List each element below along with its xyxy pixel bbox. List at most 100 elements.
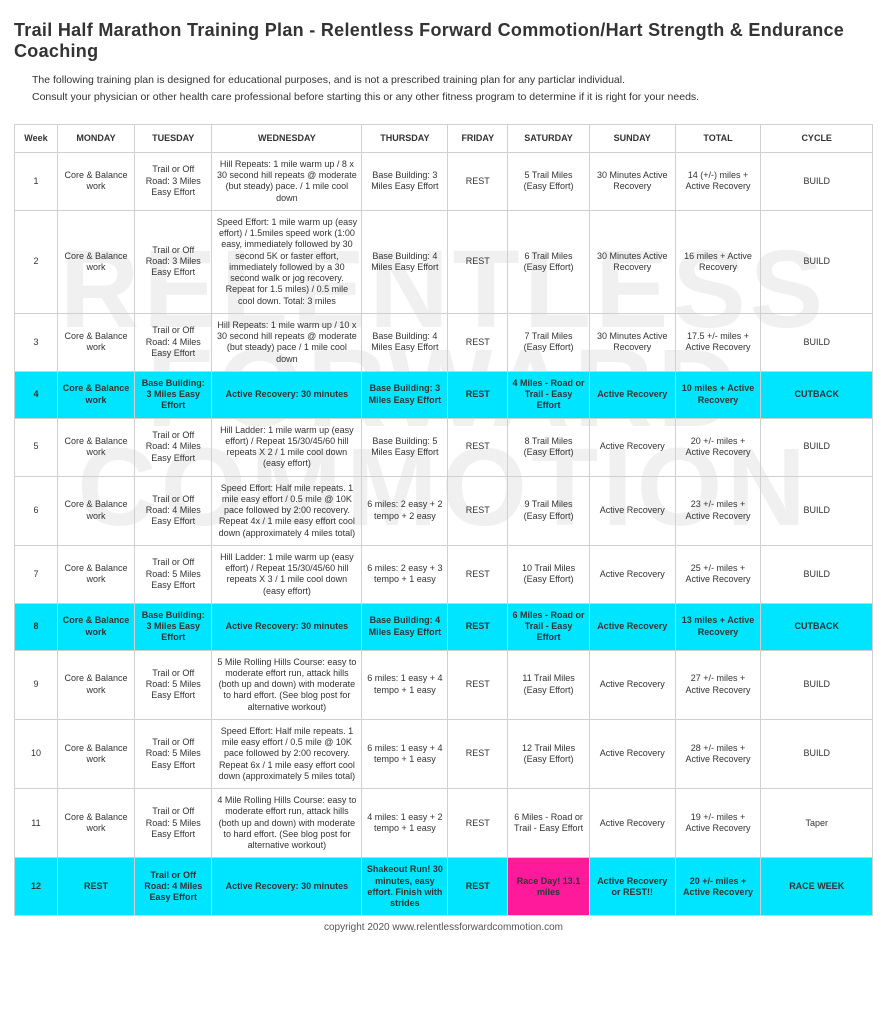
cell-thu: 6 miles: 1 easy + 4 tempo + 1 easy xyxy=(362,650,448,719)
cell-sun: Active Recovery xyxy=(589,371,675,418)
cell-sat: 7 Trail Miles (Easy Effort) xyxy=(508,313,590,371)
table-row: 8Core & Balance workBase Building: 3 Mil… xyxy=(15,603,873,650)
cell-mon: Core & Balance work xyxy=(57,418,134,476)
cell-sat: 12 Trail Miles (Easy Effort) xyxy=(508,719,590,788)
page-title: Trail Half Marathon Training Plan - Rele… xyxy=(14,20,873,62)
col-wed: WEDNESDAY xyxy=(212,124,362,152)
cell-week: 1 xyxy=(15,152,58,210)
cell-tot: 23 +/- miles + Active Recovery xyxy=(675,476,761,545)
cell-wed: Hill Repeats: 1 mile warm up / 10 x 30 s… xyxy=(212,313,362,371)
cell-sat: 6 Miles - Road or Trail - Easy Effort xyxy=(508,603,590,650)
cell-tot: 27 +/- miles + Active Recovery xyxy=(675,650,761,719)
cell-cyc: BUILD xyxy=(761,152,873,210)
cell-wed: Speed Effort: Half mile repeats. 1 mile … xyxy=(212,476,362,545)
cell-sun: Active Recovery xyxy=(589,603,675,650)
cell-wed: Active Recovery: 30 minutes xyxy=(212,371,362,418)
cell-mon: REST xyxy=(57,858,134,916)
cell-sat: 11 Trail Miles (Easy Effort) xyxy=(508,650,590,719)
cell-sun: 30 Minutes Active Recovery xyxy=(589,313,675,371)
cell-tue: Trail or Off Road: 5 Miles Easy Effort xyxy=(135,789,212,858)
table-row: 6Core & Balance workTrail or Off Road: 4… xyxy=(15,476,873,545)
cell-tue: Trail or Off Road: 4 Miles Easy Effort xyxy=(135,418,212,476)
cell-wed: Hill Ladder: 1 mile warm up (easy effort… xyxy=(212,418,362,476)
cell-week: 2 xyxy=(15,210,58,313)
cell-wed: Active Recovery: 30 minutes xyxy=(212,858,362,916)
cell-thu: Shakeout Run! 30 minutes, easy effort. F… xyxy=(362,858,448,916)
cell-mon: Core & Balance work xyxy=(57,371,134,418)
cell-thu: Base Building: 4 Miles Easy Effort xyxy=(362,210,448,313)
cell-tot: 10 miles + Active Recovery xyxy=(675,371,761,418)
cell-sun: 30 Minutes Active Recovery xyxy=(589,152,675,210)
cell-sat: 9 Trail Miles (Easy Effort) xyxy=(508,476,590,545)
cell-wed: Speed Effort: Half mile repeats. 1 mile … xyxy=(212,719,362,788)
col-mon: MONDAY xyxy=(57,124,134,152)
cell-week: 5 xyxy=(15,418,58,476)
cell-tue: Trail or Off Road: 4 Miles Easy Effort xyxy=(135,476,212,545)
cell-cyc: BUILD xyxy=(761,210,873,313)
cell-tue: Trail or Off Road: 5 Miles Easy Effort xyxy=(135,650,212,719)
cell-week: 11 xyxy=(15,789,58,858)
cell-tot: 16 miles + Active Recovery xyxy=(675,210,761,313)
cell-wed: 5 Mile Rolling Hills Course: easy to mod… xyxy=(212,650,362,719)
cell-week: 10 xyxy=(15,719,58,788)
cell-fri: REST xyxy=(448,789,508,858)
cell-thu: Base Building: 5 Miles Easy Effort xyxy=(362,418,448,476)
cell-cyc: BUILD xyxy=(761,650,873,719)
table-row: 3Core & Balance workTrail or Off Road: 4… xyxy=(15,313,873,371)
cell-tue: Trail or Off Road: 4 Miles Easy Effort xyxy=(135,313,212,371)
cell-week: 9 xyxy=(15,650,58,719)
cell-tot: 20 +/- miles + Active Recovery xyxy=(675,418,761,476)
col-sat: SATURDAY xyxy=(508,124,590,152)
cell-tot: 17.5 +/- miles + Active Recovery xyxy=(675,313,761,371)
cell-sun: Active Recovery xyxy=(589,418,675,476)
table-row: 7Core & Balance workTrail or Off Road: 5… xyxy=(15,545,873,603)
cell-tot: 13 miles + Active Recovery xyxy=(675,603,761,650)
cell-fri: REST xyxy=(448,371,508,418)
cell-sun: 30 Minutes Active Recovery xyxy=(589,210,675,313)
cell-tue: Base Building: 3 Miles Easy Effort xyxy=(135,371,212,418)
cell-tue: Trail or Off Road: 5 Miles Easy Effort xyxy=(135,719,212,788)
cell-fri: REST xyxy=(448,650,508,719)
intro-block: The following training plan is designed … xyxy=(32,72,873,106)
cell-sat: 6 Miles - Road or Trail - Easy Effort xyxy=(508,789,590,858)
cell-mon: Core & Balance work xyxy=(57,545,134,603)
cell-thu: Base Building: 4 Miles Easy Effort xyxy=(362,603,448,650)
cell-tue: Trail or Off Road: 3 Miles Easy Effort xyxy=(135,210,212,313)
table-row: 5Core & Balance workTrail or Off Road: 4… xyxy=(15,418,873,476)
cell-wed: Hill Ladder: 1 mile warm up (easy effort… xyxy=(212,545,362,603)
cell-wed: 4 Mile Rolling Hills Course: easy to mod… xyxy=(212,789,362,858)
cell-week: 7 xyxy=(15,545,58,603)
cell-tue: Base Building: 3 Miles Easy Effort xyxy=(135,603,212,650)
col-fri: FRIDAY xyxy=(448,124,508,152)
cell-cyc: BUILD xyxy=(761,719,873,788)
cell-cyc: BUILD xyxy=(761,418,873,476)
intro-line-1: The following training plan is designed … xyxy=(32,72,873,89)
cell-thu: Base Building: 3 Miles Easy Effort xyxy=(362,152,448,210)
cell-sat: 6 Trail Miles (Easy Effort) xyxy=(508,210,590,313)
cell-fri: REST xyxy=(448,545,508,603)
table-row: 1Core & Balance workTrail or Off Road: 3… xyxy=(15,152,873,210)
cell-cyc: BUILD xyxy=(761,545,873,603)
cell-mon: Core & Balance work xyxy=(57,719,134,788)
cell-mon: Core & Balance work xyxy=(57,650,134,719)
cell-fri: REST xyxy=(448,858,508,916)
cell-mon: Core & Balance work xyxy=(57,789,134,858)
cell-week: 3 xyxy=(15,313,58,371)
table-row: 12RESTTrail or Off Road: 4 Miles Easy Ef… xyxy=(15,858,873,916)
col-sun: SUNDAY xyxy=(589,124,675,152)
table-row: 11Core & Balance workTrail or Off Road: … xyxy=(15,789,873,858)
cell-cyc: Taper xyxy=(761,789,873,858)
cell-thu: 4 miles: 1 easy + 2 tempo + 1 easy xyxy=(362,789,448,858)
col-week: Week xyxy=(15,124,58,152)
cell-thu: 6 miles: 2 easy + 2 tempo + 2 easy xyxy=(362,476,448,545)
table-header-row: Week MONDAY TUESDAY WEDNESDAY THURSDAY F… xyxy=(15,124,873,152)
cell-tot: 25 +/- miles + Active Recovery xyxy=(675,545,761,603)
table-row: 4Core & Balance workBase Building: 3 Mil… xyxy=(15,371,873,418)
cell-thu: 6 miles: 2 easy + 3 tempo + 1 easy xyxy=(362,545,448,603)
cell-sun: Active Recovery xyxy=(589,789,675,858)
cell-mon: Core & Balance work xyxy=(57,476,134,545)
cell-week: 6 xyxy=(15,476,58,545)
cell-week: 4 xyxy=(15,371,58,418)
cell-sat: 8 Trail Miles (Easy Effort) xyxy=(508,418,590,476)
cell-fri: REST xyxy=(448,210,508,313)
